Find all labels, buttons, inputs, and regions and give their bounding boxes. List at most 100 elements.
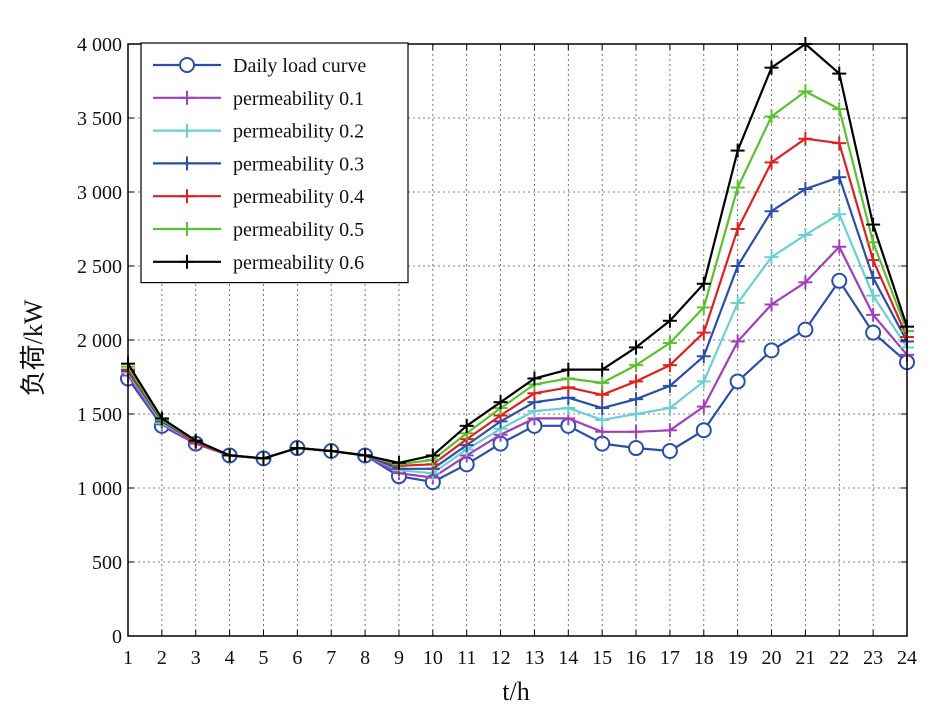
x-tick-label: 22 [829, 647, 849, 669]
x-tick-label: 14 [558, 647, 578, 669]
legend-label: permeability 0.4 [233, 186, 364, 208]
legend-label: permeability 0.6 [233, 252, 364, 274]
data-point [798, 182, 813, 197]
legend-item: permeability 0.5 [153, 219, 364, 241]
legend-marker [180, 222, 194, 236]
legend-item: permeability 0.2 [153, 121, 364, 143]
data-point [493, 395, 508, 410]
data-point [763, 342, 780, 359]
data-point [832, 207, 847, 222]
data-point [256, 451, 271, 466]
x-tick-label: 5 [258, 647, 268, 669]
data-point [628, 440, 645, 457]
data-point [798, 84, 813, 99]
data-point [595, 401, 610, 416]
data-point [764, 204, 779, 219]
data-point [730, 296, 745, 310]
x-tick-label: 3 [191, 647, 201, 669]
data-point [798, 131, 813, 146]
data-point [866, 217, 881, 232]
y-tick-label: 2 500 [77, 256, 122, 278]
x-tick-label: 18 [694, 647, 714, 669]
x-tick-label: 19 [728, 647, 748, 669]
data-point [764, 297, 779, 312]
y-tick-label: 3 500 [77, 108, 122, 130]
data-point [527, 371, 542, 386]
y-tick-label: 1 000 [77, 478, 122, 500]
data-point [696, 374, 711, 389]
data-point [661, 443, 678, 459]
x-tick-label: 17 [660, 647, 680, 669]
y-tick-label: 4 000 [77, 34, 122, 56]
data-point [831, 272, 848, 289]
data-point [730, 334, 745, 349]
data-point [866, 288, 881, 303]
data-point [730, 259, 745, 273]
data-point [324, 444, 339, 458]
legend-marker [180, 90, 194, 105]
legend-marker [180, 189, 194, 204]
data-point [595, 387, 610, 402]
data-point [629, 392, 644, 407]
x-tick-label: 21 [795, 647, 815, 669]
data-point [629, 424, 644, 439]
x-tick-label: 6 [292, 647, 302, 669]
data-point [595, 412, 610, 427]
data-point [832, 170, 847, 185]
data-point [798, 227, 813, 242]
data-point [797, 321, 814, 338]
data-point [222, 448, 237, 463]
y-tick-label: 500 [92, 552, 122, 574]
series-layer [120, 37, 915, 491]
data-point [696, 325, 711, 340]
legend-marker [180, 254, 194, 269]
y-tick-label: 1 500 [77, 404, 122, 426]
legend-item: permeability 0.1 [153, 88, 364, 110]
data-point [662, 378, 677, 393]
x-tick-label: 20 [762, 647, 782, 669]
x-tick-label: 16 [626, 647, 646, 669]
data-point [290, 441, 305, 456]
legend-marker [180, 156, 194, 171]
y-axis-label: 负荷/kW [19, 299, 48, 396]
data-point [865, 324, 882, 341]
y-tick-label: 0 [112, 626, 122, 648]
data-point [696, 349, 711, 364]
x-tick-label: 2 [157, 647, 167, 669]
legend-marker [179, 57, 195, 73]
data-point [595, 424, 610, 439]
legend-item: permeability 0.6 [153, 252, 364, 274]
legend-item: permeability 0.4 [153, 186, 364, 208]
legend-item: Daily load curve [153, 55, 366, 77]
data-point [629, 340, 644, 355]
data-point [832, 239, 847, 254]
data-point [629, 358, 644, 373]
data-point [764, 60, 779, 75]
data-point [188, 433, 203, 448]
data-point [696, 300, 711, 315]
data-point [154, 411, 169, 426]
data-point [459, 418, 474, 433]
data-point [730, 180, 745, 195]
y-tick-label: 3 000 [77, 182, 122, 204]
data-point [696, 399, 711, 414]
data-point [629, 374, 644, 389]
data-point [866, 307, 881, 322]
data-point [866, 253, 881, 268]
data-point [764, 155, 779, 170]
data-point [662, 335, 677, 350]
x-tick-label: 8 [360, 647, 370, 669]
data-point [561, 362, 576, 377]
x-tick-label: 12 [491, 647, 511, 669]
data-point [832, 102, 847, 117]
legend-item: permeability 0.3 [153, 153, 364, 175]
legend-label: Daily load curve [233, 55, 366, 77]
data-point [696, 276, 711, 291]
data-point [798, 275, 813, 290]
data-point [695, 422, 712, 439]
data-point [595, 375, 610, 390]
data-point [832, 66, 847, 81]
data-point [764, 109, 779, 124]
x-tick-label: 9 [394, 647, 404, 669]
